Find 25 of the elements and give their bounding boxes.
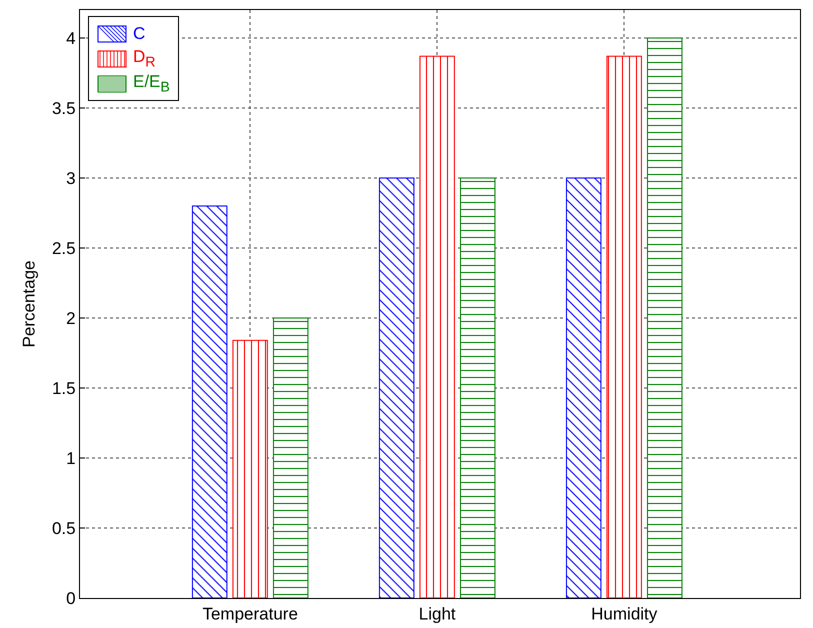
y-tick-label: 0.5 [52, 518, 76, 538]
y-tick-label: 2.5 [52, 238, 76, 258]
bar [647, 38, 682, 598]
text: C [133, 24, 146, 44]
bar [192, 206, 228, 598]
x-tick-label: Humidity [591, 604, 658, 624]
bar [460, 178, 496, 598]
y-tick-label: 2 [66, 308, 76, 328]
bar [606, 56, 642, 598]
bar [378, 178, 414, 598]
bar [419, 56, 455, 598]
y-tick-label: 4 [66, 28, 76, 48]
y-tick-label: 1.5 [52, 378, 76, 398]
y-tick-label: 0 [66, 588, 76, 608]
y-axis-title: Percentage [20, 260, 39, 348]
bar [566, 178, 602, 598]
y-tick-label: 3.5 [52, 98, 76, 118]
text: D$_{R}$ [133, 46, 156, 70]
x-tick-label: Light [418, 604, 456, 624]
y-tick-label: 3 [66, 168, 76, 188]
bar [232, 340, 268, 598]
bar [272, 318, 308, 598]
x-tick-label: Temperature [202, 604, 298, 624]
y-tick-label: 1 [66, 448, 76, 468]
text: E/E$_{B}$ [133, 72, 170, 96]
